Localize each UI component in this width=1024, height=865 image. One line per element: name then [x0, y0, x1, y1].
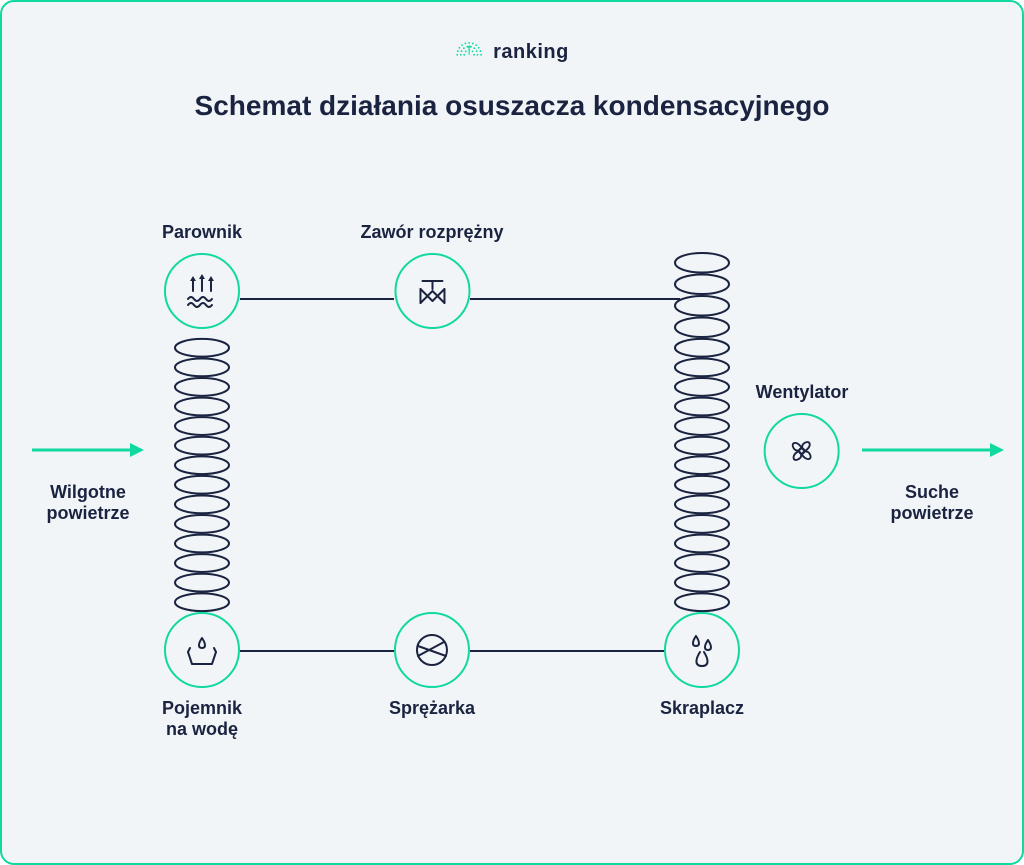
label-parownik: Parownik [162, 222, 242, 243]
node-parownik: Parownik [162, 222, 242, 329]
coil-right-top [672, 249, 732, 341]
label-wilgotne-powietrze: Wilgotne powietrze [46, 482, 129, 524]
compressor-icon [410, 628, 454, 672]
circle-parownik [164, 253, 240, 329]
brand-name: ranking [493, 41, 569, 64]
node-skraplacz: Skraplacz [660, 612, 744, 719]
node-pojemnik: Pojemnik na wodę [162, 612, 242, 740]
coil-right [672, 335, 732, 615]
label-pojemnik: Pojemnik na wodę [162, 698, 242, 740]
node-sprezarka: Sprężarka [389, 612, 475, 719]
arrow-out [862, 438, 1006, 462]
node-zawor: Zawór rozprężny [360, 222, 503, 329]
label-suche-powietrze: Suche powietrze [890, 482, 973, 524]
circle-pojemnik [164, 612, 240, 688]
tank-icon [180, 628, 224, 672]
condenser-icon [680, 628, 724, 672]
circle-wentylator [764, 413, 840, 489]
circle-skraplacz [664, 612, 740, 688]
evaporator-icon [180, 269, 224, 313]
label-sprezarka: Sprężarka [389, 698, 475, 719]
circle-sprezarka [394, 612, 470, 688]
logo-icon [455, 38, 483, 66]
edge-compressor-condenser [470, 650, 664, 652]
valve-icon [410, 269, 454, 313]
edge-tank-compressor [240, 650, 394, 652]
diagram-title: Schemat działania osuszacza kondensacyjn… [2, 90, 1022, 122]
node-wentylator: Wentylator [756, 382, 849, 489]
circle-zawor [394, 253, 470, 329]
coil-left [172, 335, 232, 615]
label-wentylator: Wentylator [756, 382, 849, 403]
fan-icon [782, 431, 822, 471]
label-zawor: Zawór rozprężny [360, 222, 503, 243]
diagram-frame: ranking Schemat działania osuszacza kond… [0, 0, 1024, 865]
arrow-in [32, 438, 146, 462]
brand-logo: ranking [455, 38, 569, 66]
label-skraplacz: Skraplacz [660, 698, 744, 719]
